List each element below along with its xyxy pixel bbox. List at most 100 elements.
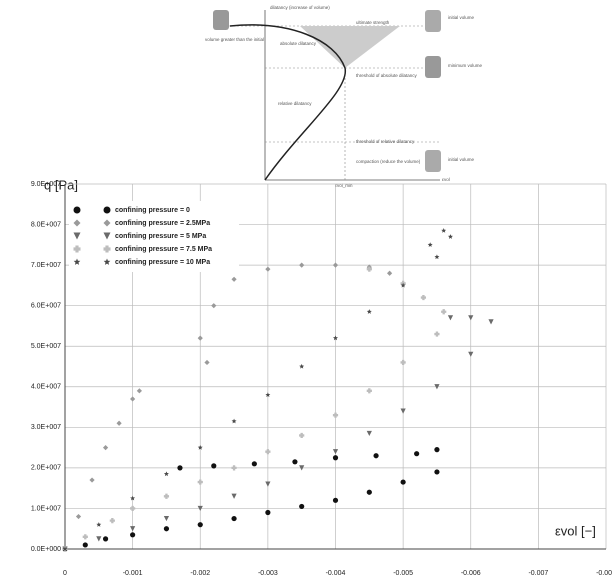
marker-star (299, 363, 305, 369)
x-tick-label: -0.007 (528, 570, 548, 577)
marker-diamond (75, 513, 82, 520)
marker-circle (299, 503, 305, 510)
marker-star (103, 258, 111, 265)
marker-plus (400, 359, 406, 366)
diagram-label: dilatancy (increase of volume) (270, 5, 330, 10)
y-tick-label: 0.0E+000 (31, 546, 61, 553)
x-tick-label: -0.008 (596, 570, 612, 577)
legend-label: confining pressure = 0 (115, 207, 190, 214)
marker-circle (102, 536, 109, 542)
cylinder-icon (425, 10, 441, 32)
marker-diamond (130, 396, 136, 402)
marker-circle (366, 489, 372, 495)
marker-diamond (89, 477, 95, 483)
marker-triangle (488, 319, 494, 325)
marker-star (427, 242, 433, 247)
marker-star (400, 282, 406, 288)
marker-diamond (231, 276, 237, 282)
marker-star (197, 445, 203, 450)
marker-diamond (387, 270, 393, 276)
marker-plus (73, 245, 81, 253)
marker-diamond (103, 219, 111, 227)
x-tick-label: -0.001 (123, 570, 143, 577)
x-tick-label: -0.003 (258, 570, 278, 577)
marker-triangle (447, 315, 454, 321)
diagram-label: ultimate strength (356, 20, 390, 25)
marker-star (265, 392, 271, 397)
legend-label: confining pressure = 2.5MPa (115, 220, 210, 227)
diagram-label: absolute dilatancy (280, 41, 317, 46)
marker-circle (251, 461, 257, 467)
marker-plus (130, 505, 136, 512)
cylinder-icon (425, 150, 441, 172)
marker-circle (373, 453, 379, 459)
diagram-curve (229, 24, 346, 181)
y-tick-label: 2.0E+007 (31, 465, 61, 472)
y-tick-label: 4.0E+007 (31, 384, 61, 391)
diagram-label: minimum volume (448, 63, 483, 68)
marker-diamond (211, 303, 217, 309)
marker-circle (177, 465, 183, 471)
marker-triangle (434, 384, 440, 390)
marker-diamond (265, 266, 271, 272)
diagram-label: threshold of absolute dilatancy (356, 73, 418, 78)
marker-circle (434, 469, 440, 475)
marker-star (96, 522, 102, 527)
diagram-label: volume greater than the initial (205, 37, 264, 42)
marker-plus (366, 266, 372, 272)
y-tick-label: 8.0E+007 (31, 221, 61, 228)
marker-star (231, 418, 237, 424)
marker-plus (103, 245, 111, 253)
marker-circle (434, 447, 440, 453)
marker-plus (299, 432, 305, 439)
marker-diamond (136, 388, 142, 394)
marker-star (434, 254, 440, 260)
marker-star (366, 309, 372, 314)
marker-circle (332, 455, 339, 461)
marker-star (73, 258, 81, 265)
marker-circle (292, 459, 298, 465)
x-axis-label: εvol [−] (555, 523, 596, 538)
marker-circle (82, 542, 88, 548)
marker-diamond (299, 262, 305, 268)
marker-circle (231, 515, 237, 522)
y-tick-label: 3.0E+007 (31, 424, 61, 431)
marker-triangle (332, 449, 339, 455)
marker-diamond (116, 420, 122, 426)
x-tick-label: -0.002 (190, 570, 210, 577)
cylinder-icon (425, 56, 441, 78)
marker-star (447, 234, 453, 239)
marker-plus (420, 294, 427, 301)
marker-star (441, 228, 447, 233)
diagram-label: initial volume (448, 157, 475, 162)
y-axis-label: q [Pa] (44, 177, 78, 192)
diagram-label: relative dilatancy (278, 101, 312, 106)
y-tick-label: 6.0E+007 (31, 303, 61, 310)
legend-box (69, 201, 239, 272)
y-tick-label: 5.0E+007 (31, 343, 61, 350)
marker-star (333, 335, 338, 341)
y-tick-label: 1.0E+007 (31, 505, 61, 512)
marker-triangle (231, 493, 237, 499)
marker-diamond (73, 219, 81, 227)
marker-triangle (299, 465, 305, 471)
marker-circle (130, 532, 136, 538)
legend-label: confining pressure = 10 MPa (115, 259, 210, 266)
marker-plus (434, 331, 440, 337)
marker-circle (414, 451, 420, 457)
marker-triangle (197, 505, 203, 512)
marker-diamond (102, 445, 109, 451)
marker-plus (332, 412, 339, 418)
marker-triangle (163, 515, 170, 522)
diagram-label: εvol_min (335, 183, 353, 188)
diagram-shade (300, 26, 400, 68)
cylinder-icon (213, 10, 229, 30)
x-tick-label: -0.004 (326, 570, 346, 577)
marker-diamond (197, 335, 203, 341)
diagram-label: εvol (442, 177, 450, 182)
diagram-label: initial volume (448, 15, 475, 20)
marker-triangle (73, 232, 81, 240)
diagram-label: threshold of relative dilatancy (356, 139, 415, 144)
marker-plus (82, 534, 88, 540)
